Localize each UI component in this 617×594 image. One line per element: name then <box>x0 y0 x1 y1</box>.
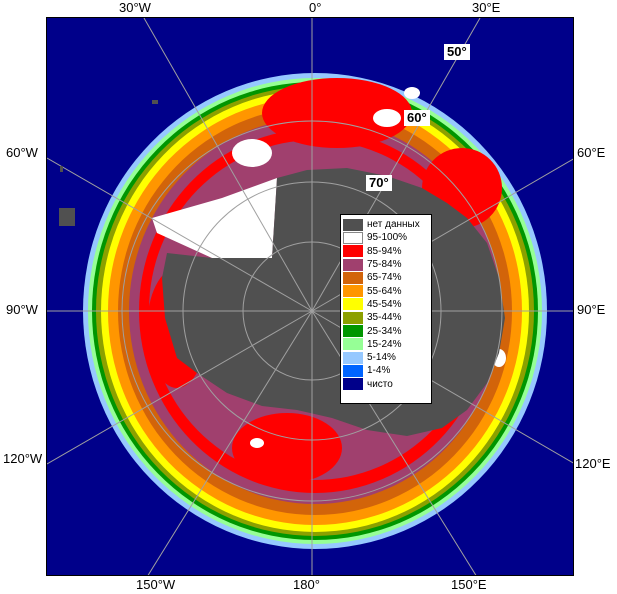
legend-label: 45-54% <box>367 298 402 310</box>
legend-label: 95-100% <box>367 232 408 244</box>
sea-ice-map <box>46 17 574 576</box>
lon-label-right-120e: 120°E <box>575 456 611 471</box>
legend-swatch <box>343 285 363 298</box>
lon-label-right-90e: 90°E <box>577 302 606 317</box>
legend-swatch <box>343 298 363 311</box>
legend-swatch <box>343 245 363 258</box>
legend-item: 75-84% <box>343 258 429 271</box>
legend-label: 25-34% <box>367 325 402 337</box>
lon-label-left-120w: 120°W <box>3 451 43 466</box>
legend-swatch <box>343 218 363 231</box>
legend-swatch <box>343 325 363 338</box>
legend-swatch <box>343 364 363 377</box>
legend-label: 65-74% <box>367 272 402 284</box>
legend-swatch <box>343 258 363 271</box>
legend-item: 85-94% <box>343 245 429 258</box>
legend-swatch <box>343 351 363 364</box>
lon-label-bottom-150w: 150°W <box>136 577 176 592</box>
outer-land-specks <box>59 100 158 226</box>
legend-label: 15-24% <box>367 338 402 350</box>
legend-swatch <box>343 231 363 244</box>
legend-label: 75-84% <box>367 259 402 271</box>
lon-label-left-90w: 90°W <box>6 302 38 317</box>
legend-swatch <box>343 338 363 351</box>
legend-item: 55-64% <box>343 284 429 298</box>
legend-label: 35-44% <box>367 312 402 324</box>
legend-swatch <box>343 311 363 324</box>
legend-label: 5-14% <box>367 352 396 364</box>
lon-label-top-30e: 30°E <box>472 0 501 15</box>
legend-label: 55-64% <box>367 285 402 297</box>
lat-label-60: 60° <box>404 110 430 126</box>
map-canvas <box>47 18 573 575</box>
lon-label-top-0: 0° <box>309 0 322 15</box>
concentration-legend: нет данных 95-100% 85-94% 75-84% 65-74% 55-64… <box>340 214 432 404</box>
legend-item: 65-74% <box>343 271 429 284</box>
legend-label: нет данных <box>367 219 420 231</box>
lon-label-bottom-180: 180° <box>293 577 320 592</box>
lon-label-left-60w: 60°W <box>6 145 38 160</box>
legend-swatch <box>343 378 363 391</box>
legend-item: 35-44% <box>343 311 429 324</box>
legend-item: 15-24% <box>343 338 429 351</box>
lon-label-top-30w: 30°W <box>119 0 151 15</box>
lat-label-50: 50° <box>444 44 470 60</box>
lon-label-right-60e: 60°E <box>577 145 606 160</box>
legend-label: 85-94% <box>367 245 402 257</box>
legend-swatch <box>343 271 363 284</box>
legend-item: 45-54% <box>343 298 429 311</box>
legend-item: 1-4% <box>343 364 429 377</box>
legend-label: чисто <box>367 378 393 390</box>
legend-item: 95-100% <box>343 231 429 244</box>
lat-label-70: 70° <box>366 175 392 191</box>
legend-item: 5-14% <box>343 351 429 364</box>
lon-label-bottom-150e: 150°E <box>451 577 487 592</box>
legend-label: 1-4% <box>367 365 391 377</box>
legend-item: нет данных <box>343 218 429 231</box>
legend-item: 25-34% <box>343 324 429 338</box>
legend-item: чисто <box>343 378 429 391</box>
